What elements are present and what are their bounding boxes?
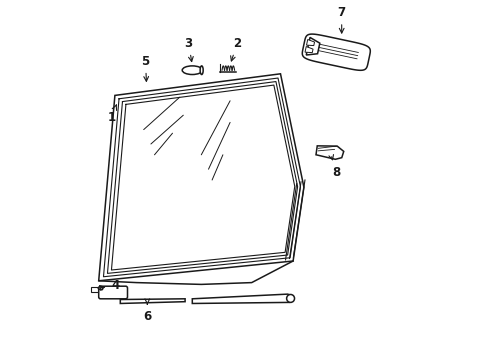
Text: 1: 1 bbox=[107, 105, 116, 123]
Text: 7: 7 bbox=[337, 6, 345, 33]
Polygon shape bbox=[305, 46, 312, 53]
Ellipse shape bbox=[200, 66, 203, 75]
Text: 6: 6 bbox=[143, 299, 151, 323]
Ellipse shape bbox=[100, 287, 102, 290]
Text: 8: 8 bbox=[328, 154, 340, 179]
Ellipse shape bbox=[182, 66, 202, 75]
Text: 3: 3 bbox=[184, 37, 193, 62]
Polygon shape bbox=[306, 40, 314, 46]
Polygon shape bbox=[305, 37, 319, 55]
Text: 2: 2 bbox=[230, 37, 241, 61]
Polygon shape bbox=[99, 74, 303, 281]
Ellipse shape bbox=[286, 294, 294, 302]
Text: 4: 4 bbox=[98, 279, 119, 292]
Polygon shape bbox=[192, 294, 292, 303]
Text: 5: 5 bbox=[141, 55, 149, 81]
Polygon shape bbox=[302, 34, 369, 70]
Bar bbox=[91, 287, 98, 292]
Polygon shape bbox=[120, 299, 185, 303]
FancyBboxPatch shape bbox=[99, 286, 127, 299]
Polygon shape bbox=[315, 146, 343, 159]
